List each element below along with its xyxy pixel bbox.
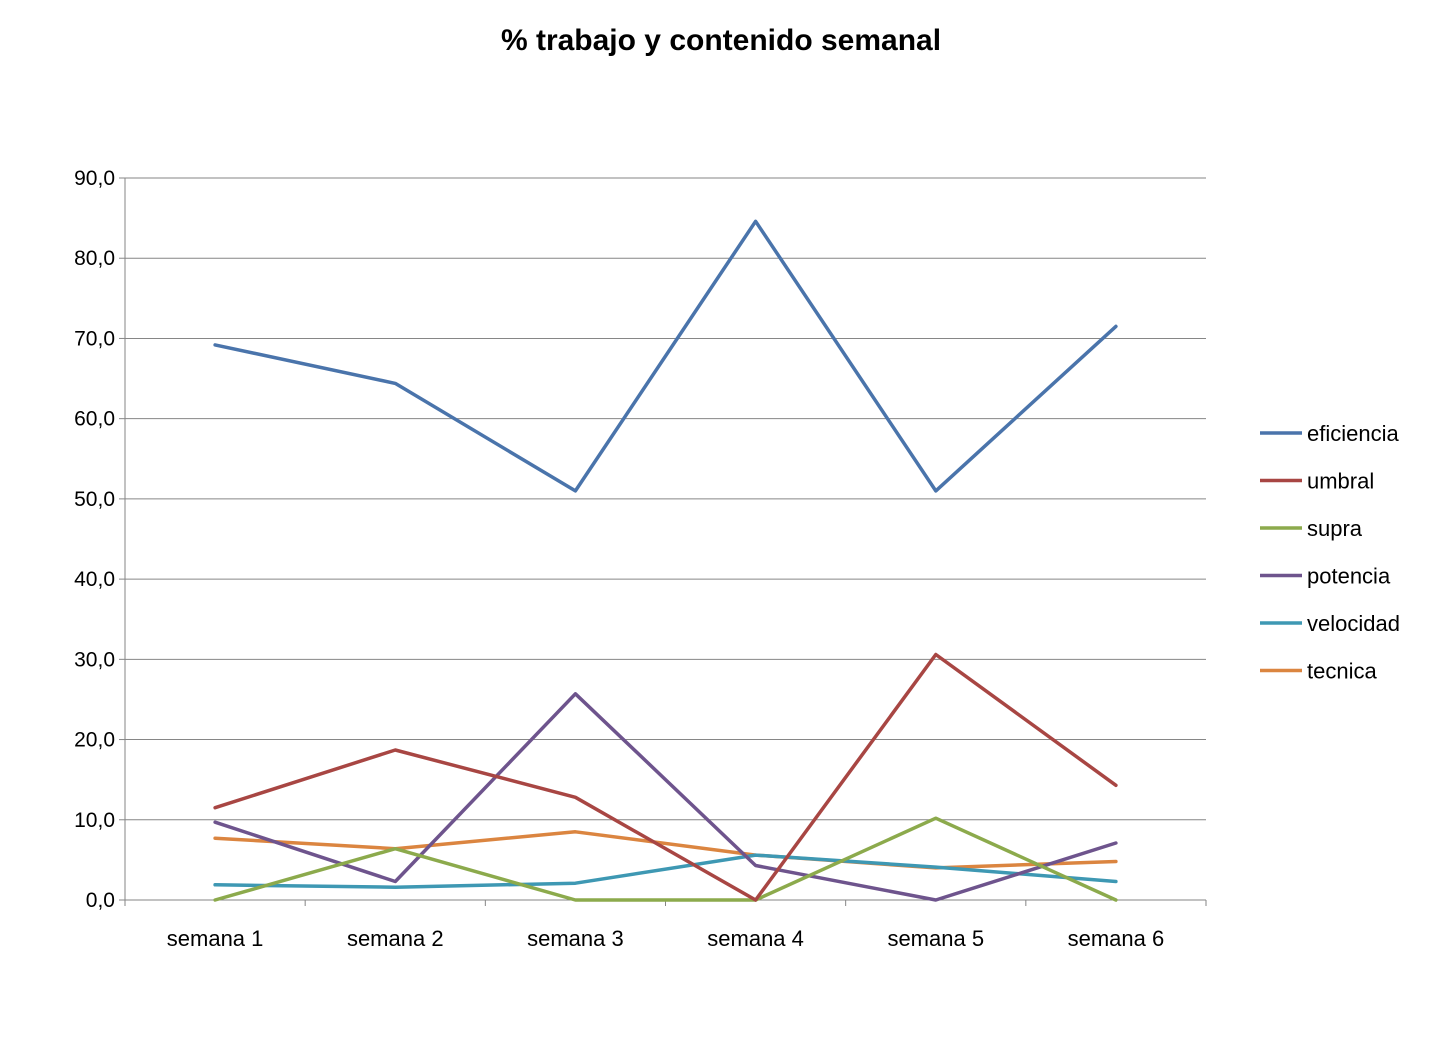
y-tick-label: 0,0 [86, 889, 115, 912]
y-tick-label: 10,0 [74, 809, 115, 832]
y-tick-label: 40,0 [74, 568, 115, 591]
legend-label-tecnica: tecnica [1307, 659, 1377, 684]
gridlines [125, 177, 1206, 821]
y-tick-label: 20,0 [74, 729, 115, 752]
axes [119, 177, 1207, 906]
legend-label-supra: supra [1307, 516, 1363, 541]
series-line-umbral [213, 652, 1118, 902]
y-tick-label: 30,0 [74, 648, 115, 671]
x-tick-label: semana 4 [707, 926, 804, 951]
series-line-eficiencia [213, 219, 1118, 493]
x-axis-ticks: semana 1 semana 2 semana 3 semana 4 semana 5… [167, 926, 1164, 951]
series-lines [213, 219, 1118, 902]
y-axis-ticks: 0,0 10,0 20,0 30,0 40,0 50,0 60,0 70,0 80,0 90,0 [74, 167, 115, 912]
x-tick-label: semana 5 [887, 926, 984, 951]
series-line-supra [213, 816, 1118, 902]
legend-label-eficiencia: eficiencia [1307, 421, 1399, 446]
legend: eficiencia umbral supra potencia velocidad te… [1260, 421, 1400, 684]
y-tick-label: 50,0 [74, 488, 115, 511]
x-tick-label: semana 6 [1068, 926, 1165, 951]
y-tick-label: 60,0 [74, 408, 115, 431]
x-tick-label: semana 2 [347, 926, 444, 951]
series-line-velocidad [213, 853, 1118, 889]
legend-label-potencia: potencia [1307, 564, 1391, 589]
series-line-potencia [213, 692, 1118, 902]
y-tick-label: 80,0 [74, 247, 115, 270]
y-tick-label: 70,0 [74, 327, 115, 350]
chart-title: % trabajo y contenido semanal [501, 24, 941, 57]
series-line-tecnica [213, 830, 1118, 870]
legend-label-velocidad: velocidad [1307, 611, 1400, 636]
legend-label-umbral: umbral [1307, 469, 1374, 494]
x-tick-label: semana 1 [167, 926, 264, 951]
x-tick-label: semana 3 [527, 926, 624, 951]
y-tick-label: 90,0 [74, 167, 115, 190]
